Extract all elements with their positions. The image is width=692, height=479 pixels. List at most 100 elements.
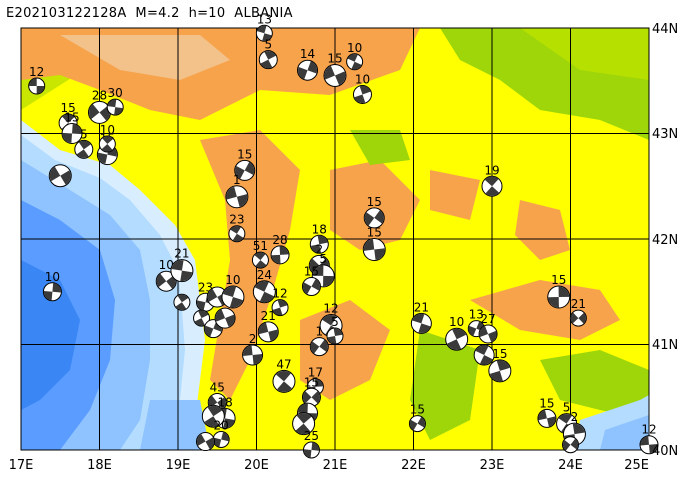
lat-tick-label: 41N: [652, 338, 678, 353]
beach-ball: [255, 24, 273, 42]
lon-tick-label: 24E: [558, 458, 583, 473]
depth-label: 1: [315, 325, 323, 339]
depth-label: 15: [64, 111, 79, 125]
focal-mechanisms: 1215152830515135141510101512318151551282…: [28, 12, 659, 459]
beach-ball-quadrant: [364, 210, 384, 226]
lon-tick-labels: 17E 18E 19E 20E 21E 22E 23E 24E 25E: [9, 458, 649, 473]
beach-ball-quadrant: [468, 321, 484, 336]
beach-ball-quadrant: [43, 283, 61, 301]
beach-ball: [170, 259, 194, 283]
lon-tick-label: 23E: [480, 458, 505, 473]
beach-ball-quadrant: [489, 360, 510, 382]
depth-label: 21: [414, 300, 429, 314]
beach-ball: [323, 63, 347, 87]
depth-label: 5: [331, 315, 339, 329]
depth-label: 15: [551, 273, 566, 287]
beach-ball: [252, 280, 276, 304]
beach-ball-quadrant: [257, 25, 272, 41]
beach-ball: [271, 299, 289, 317]
depth-label: 15: [304, 264, 319, 278]
beach-ball-quadrant: [204, 405, 223, 427]
beach-ball: [408, 415, 426, 433]
depth-label: 21: [261, 309, 276, 323]
depth-label: 10: [45, 270, 60, 284]
map-title: E202103122128A M=4.2 h=10 ALBANIA: [6, 6, 293, 21]
depth-label: 12: [272, 287, 287, 301]
depth-label: 28: [272, 233, 287, 247]
depth-label: 24: [257, 268, 272, 282]
beach-ball: [193, 309, 211, 327]
beach-ball: [302, 441, 320, 459]
beach-ball: [547, 285, 571, 309]
beach-ball-quadrant: [484, 176, 500, 196]
depth-label: 15: [60, 101, 75, 115]
lat-tick-label: 44N: [652, 22, 678, 37]
depth-label: 15: [367, 195, 382, 209]
beach-ball: [309, 234, 329, 254]
beach-ball: [301, 276, 321, 296]
beach-ball-quadrant: [312, 265, 334, 287]
depth-label: 10: [355, 72, 370, 86]
beach-ball-quadrant: [640, 436, 658, 454]
beach-ball-quadrant: [89, 104, 110, 121]
depth-label: 25: [304, 429, 319, 443]
beach-ball: [272, 369, 296, 393]
beach-ball: [106, 98, 124, 116]
beach-ball-quadrant: [156, 273, 176, 289]
depth-label: 5: [264, 38, 272, 52]
depth-label: 51: [253, 239, 268, 253]
beach-ball: [569, 309, 587, 327]
beach-ball-quadrant: [194, 310, 209, 326]
beach-ball: [297, 59, 319, 81]
beach-ball-quadrant: [298, 61, 317, 80]
beach-ball-quadrant: [76, 140, 91, 158]
beach-ball: [155, 270, 177, 292]
depth-label: 15: [539, 396, 554, 410]
beach-ball: [74, 139, 94, 159]
beach-ball-quadrant: [310, 235, 328, 253]
depth-label: 27: [480, 312, 495, 326]
beach-ball-quadrant: [230, 226, 244, 242]
beach-ball: [362, 238, 386, 262]
lat-tick-labels: 44N 43N 42N 41N 40N: [652, 22, 678, 459]
beach-ball-quadrant: [347, 54, 362, 70]
depth-label: 13: [257, 12, 272, 26]
beach-ball: [258, 50, 278, 70]
beach-ball-quadrant: [107, 99, 123, 115]
beach-ball: [48, 164, 72, 188]
depth-label: 2: [571, 410, 579, 424]
beach-ball-quadrant: [538, 410, 556, 427]
beach-ball: [214, 307, 236, 329]
lon-tick-label: 20E: [244, 458, 269, 473]
beach-ball-quadrant: [303, 442, 320, 458]
beach-ball-quadrant: [260, 51, 276, 69]
beach-ball: [473, 344, 495, 366]
beach-ball-quadrant: [310, 339, 328, 354]
depth-label: 5: [319, 252, 327, 266]
beach-ball-quadrant: [276, 370, 292, 392]
beach-ball-quadrant: [354, 85, 371, 103]
depth-label: 15: [410, 403, 425, 417]
beach-ball: [42, 282, 62, 302]
beach-ball-quadrant: [235, 162, 255, 179]
beach-ball: [445, 327, 469, 351]
lon-tick-label: 18E: [87, 458, 112, 473]
depth-label: 13: [469, 308, 484, 322]
beach-ball: [242, 344, 264, 366]
beach-ball-quadrant: [327, 328, 343, 344]
beach-ball-quadrant: [562, 438, 579, 451]
beach-ball: [173, 293, 191, 311]
beach-ball-quadrant: [409, 417, 426, 431]
depth-label: 10: [100, 123, 115, 137]
depth-label: 10: [225, 273, 240, 287]
depth-label: 15: [304, 375, 319, 389]
beach-ball-quadrant: [243, 345, 263, 365]
beach-ball-quadrant: [258, 322, 278, 342]
beach-ball: [309, 337, 329, 357]
beach-ball-quadrant: [254, 281, 274, 303]
beach-ball-quadrant: [295, 413, 312, 435]
beach-ball-quadrant: [447, 328, 467, 350]
beach-ball: [257, 321, 279, 343]
depth-label: 14: [300, 47, 315, 61]
lat-tick-label: 42N: [652, 233, 678, 248]
